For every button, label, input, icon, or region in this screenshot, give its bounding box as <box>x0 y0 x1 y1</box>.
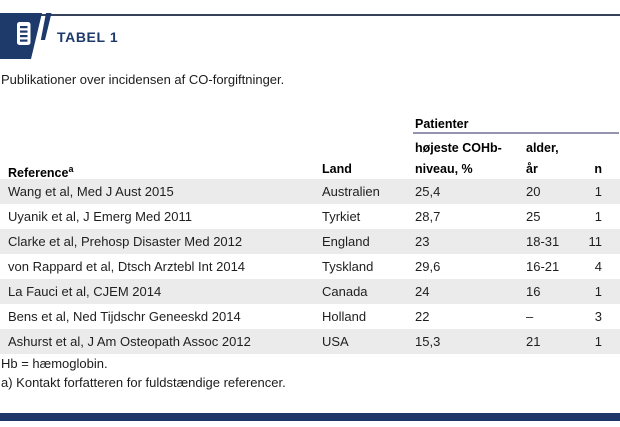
cell-alder: 16-21 <box>526 259 560 274</box>
table-badge <box>0 13 56 59</box>
cell-alder: 20 <box>526 184 541 199</box>
column-header-n: n <box>594 162 602 176</box>
cell-alder: 21 <box>526 334 541 349</box>
cell-land: Holland <box>322 309 367 324</box>
cell-alder: 18-31 <box>526 234 560 249</box>
cell-alder: – <box>526 309 534 324</box>
cell-reference: Clarke et al, Prehosp Disaster Med 2012 <box>8 234 243 249</box>
cell-cohb: 23 <box>415 234 430 249</box>
table-row: Clarke et al, Prehosp Disaster Med 2012 … <box>0 229 620 254</box>
column-header-land: Land <box>322 162 352 176</box>
cell-reference: Bens et al, Ned Tijdschr Geneeskd 2014 <box>8 309 241 324</box>
table-title: TABEL 1 <box>57 29 119 45</box>
cell-alder: 25 <box>526 209 541 224</box>
cell-reference: Ashurst et al, J Am Osteopath Assoc 2012 <box>8 334 251 349</box>
cell-land: USA <box>322 334 349 349</box>
cell-cohb: 15,3 <box>415 334 441 349</box>
cell-land: Tyrkiet <box>322 209 361 224</box>
cell-n: 1 <box>594 334 602 349</box>
table-row: La Fauci et al, CJEM 2014 Canada 24 16 1 <box>0 279 620 304</box>
cell-n: 3 <box>594 309 602 324</box>
footnote-a: a) Kontakt forfatteren for fuldstændige … <box>1 375 286 390</box>
column-group-header-patienter: Patienter <box>415 117 469 131</box>
table-row: Uyanik et al, J Emerg Med 2011 Tyrkiet 2… <box>0 204 620 229</box>
cell-n: 1 <box>594 209 602 224</box>
cell-reference: Wang et al, Med J Aust 2015 <box>8 184 174 199</box>
cell-alder: 16 <box>526 284 541 299</box>
footnote-abbreviation: Hb = hæmoglobin. <box>1 356 108 371</box>
table-caption: Publikationer over incidensen af CO-forg… <box>1 72 285 87</box>
column-header-alder: alder, år <box>526 141 559 176</box>
cell-land: Tyskland <box>322 259 374 274</box>
cell-reference: La Fauci et al, CJEM 2014 <box>8 284 162 299</box>
cell-reference: Uyanik et al, J Emerg Med 2011 <box>8 209 193 224</box>
cell-n: 11 <box>588 234 603 249</box>
bottom-rule <box>0 413 620 421</box>
cell-n: 4 <box>594 259 602 274</box>
table-row: von Rappard et al, Dtsch Arztebl Int 201… <box>0 254 620 279</box>
patienter-divider <box>413 132 619 134</box>
cell-reference: von Rappard et al, Dtsch Arztebl Int 201… <box>8 259 246 274</box>
cell-land: England <box>322 234 370 249</box>
cell-n: 1 <box>594 284 602 299</box>
cell-cohb: 22 <box>415 309 430 324</box>
cell-n: 1 <box>594 184 602 199</box>
cell-cohb: 25,4 <box>415 184 441 199</box>
document-icon <box>0 13 52 59</box>
cell-land: Australien <box>322 184 380 199</box>
table-row: Wang et al, Med J Aust 2015 Australien 2… <box>0 179 620 204</box>
cell-cohb: 24 <box>415 284 430 299</box>
cell-land: Canada <box>322 284 368 299</box>
table-row: Bens et al, Ned Tijdschr Geneeskd 2014 H… <box>0 304 620 329</box>
column-header-reference: Referencea <box>8 164 74 181</box>
cell-cohb: 28,7 <box>415 209 441 224</box>
top-rule <box>0 14 620 16</box>
table-row: Ashurst et al, J Am Osteopath Assoc 2012… <box>0 329 620 354</box>
cell-cohb: 29,6 <box>415 259 441 274</box>
footnote-marker: a <box>68 164 74 174</box>
column-header-cohb: højeste COHb- niveau, % <box>415 141 502 176</box>
